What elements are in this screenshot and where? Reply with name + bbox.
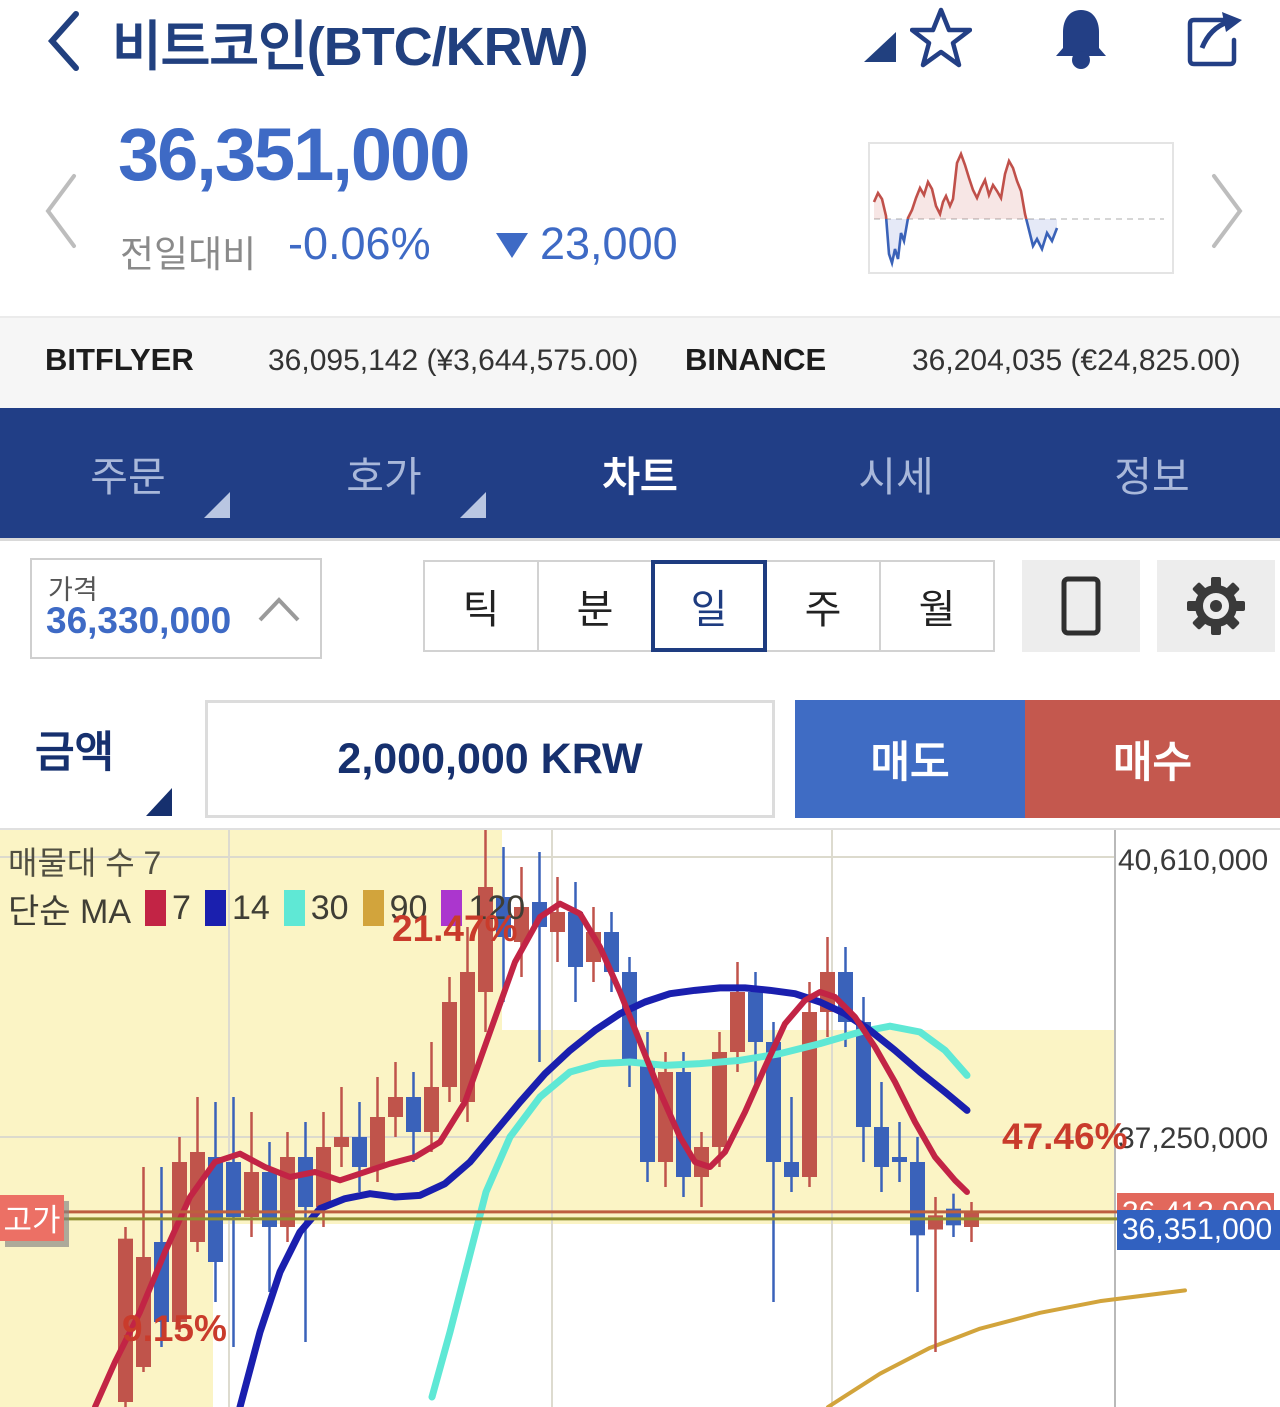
tab-caret-icon (204, 492, 230, 518)
interval-tick[interactable]: 틱 (423, 560, 539, 652)
change-percent: -0.06% (288, 218, 431, 269)
exchange-price: 36,204,035 (€24,825.00) (912, 344, 1241, 377)
main-tabbar: 주문 호가 차트 시세 정보 (0, 408, 1280, 541)
amount-selector[interactable]: 금액 (35, 729, 115, 777)
exchange-name: BITFLYER (45, 342, 194, 377)
tab-order[interactable]: 주문 (0, 408, 256, 538)
sell-button[interactable]: 매도 (795, 700, 1025, 818)
tab-orderbook[interactable]: 호가 (256, 408, 512, 538)
amount-input[interactable]: 2,000,000 KRW (205, 700, 775, 818)
gear-icon (1187, 577, 1245, 635)
change-label: 전일대비 (120, 234, 257, 275)
amount-caret-icon (146, 788, 172, 816)
interval-month[interactable]: 월 (879, 560, 995, 652)
prev-pair-button[interactable] (38, 170, 82, 252)
buy-button[interactable]: 매수 (1025, 700, 1280, 818)
ma120-swatch (441, 890, 463, 926)
mini-price-chart[interactable] (868, 142, 1174, 274)
chevron-left-icon (47, 11, 79, 71)
bell-icon (1056, 10, 1106, 69)
page-title: 비트코인(BTC/KRW) (112, 17, 589, 77)
title-caret-icon[interactable] (862, 30, 898, 64)
pct-annotation: 21.47% (392, 908, 518, 949)
y-axis-tick: 37,250,000 (1118, 1122, 1269, 1155)
tab-market[interactable]: 시세 (858, 454, 934, 500)
chart-settings-button[interactable] (1157, 560, 1275, 652)
back-button[interactable] (30, 4, 100, 74)
share-icon (1187, 12, 1242, 67)
ma90-swatch (362, 890, 384, 926)
exchange-name: BINANCE (685, 342, 827, 377)
price-selector[interactable]: 가격 36,330,000 (30, 558, 322, 659)
alerts-button[interactable] (1050, 6, 1112, 70)
chevron-up-icon (258, 597, 300, 622)
ma7-swatch (145, 890, 167, 926)
rectangle-icon (1061, 576, 1101, 636)
interval-week[interactable]: 주 (765, 560, 881, 652)
ma-legend: 단순 MA 7 14 30 90 120 (8, 888, 526, 931)
tab-caret-icon (460, 492, 486, 518)
price-selector-label: 가격 (48, 575, 98, 605)
chart-style-button[interactable] (1022, 560, 1140, 652)
tab-chart[interactable]: 차트 (602, 454, 678, 500)
next-pair-button[interactable] (1206, 170, 1250, 252)
pct-annotation: 47.46% (1002, 1116, 1128, 1157)
star-icon (909, 7, 973, 68)
tab-info[interactable]: 정보 (1114, 454, 1190, 500)
interval-day[interactable]: 일 (651, 560, 767, 652)
price-selector-value: 36,330,000 (46, 600, 232, 641)
candlestick-chart (0, 830, 1187, 1407)
down-arrow-icon (496, 233, 528, 258)
pair-title-dropdown[interactable]: 비트코인(BTC/KRW) (112, 2, 589, 81)
exchange-price: 36,095,142 (¥3,644,575.00) (268, 344, 639, 377)
sparkline (872, 150, 1164, 268)
current-price: 36,351,000 (118, 113, 470, 196)
favorite-button[interactable] (909, 6, 973, 70)
exchange-comparison-strip: BITFLYER 36,095,142 (¥3,644,575.00) BINA… (0, 316, 1280, 410)
volume-profile-label: 매물대 수 7 (8, 845, 162, 881)
price-chart[interactable]: 매물대 수 7 단순 MA 7 14 30 90 120 40,610,000 … (0, 828, 1280, 1407)
high-marker-badge: 고가 (0, 1194, 64, 1241)
interval-switcher: 틱 분 일 주 월 (423, 560, 995, 652)
pct-annotation: 9.15% (122, 1308, 227, 1349)
ma14-swatch (204, 890, 226, 926)
interval-min[interactable]: 분 (537, 560, 653, 652)
y-axis-tick: 40,610,000 (1118, 844, 1269, 877)
current-price-badge: 36,351,000 (1117, 1209, 1280, 1250)
change-amount: 23,000 (540, 218, 678, 269)
ma30-swatch (283, 890, 305, 926)
share-button[interactable] (1180, 6, 1242, 70)
